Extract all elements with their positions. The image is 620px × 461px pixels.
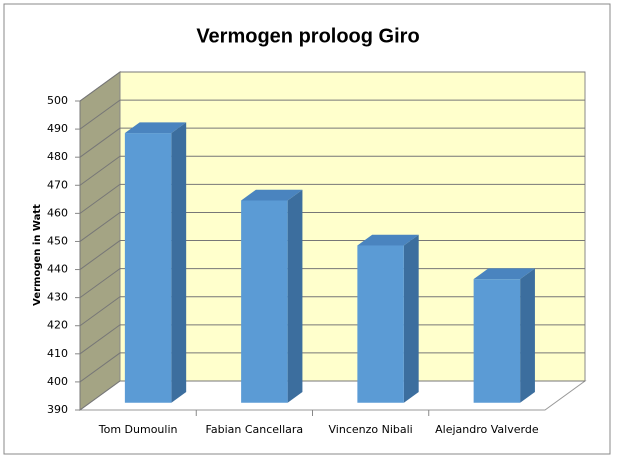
- y-tick-label: 450: [47, 234, 68, 247]
- grid-line: [79, 352, 585, 383]
- bar: [473, 279, 521, 403]
- y-tick-label: 440: [47, 263, 68, 276]
- bar: [241, 200, 288, 403]
- bar-side: [287, 189, 303, 403]
- bar: [357, 245, 404, 403]
- x-tick-label: Vincenzo Nibali: [329, 423, 413, 436]
- bar-side: [403, 234, 419, 403]
- side-wall: [79, 71, 121, 411]
- y-tick-label: 430: [47, 291, 68, 304]
- bar-side: [171, 122, 187, 403]
- grid-line: [79, 71, 585, 102]
- grid-line: [79, 240, 585, 270]
- y-tick-label: 470: [47, 178, 68, 191]
- bar-side: [520, 268, 535, 403]
- x-tick-label: Fabian Cancellara: [206, 423, 304, 436]
- grid-line: [79, 155, 585, 186]
- chart-title: Vermogen proloog Giro: [196, 25, 419, 47]
- x-tick-label: Alejandro Valverde: [435, 423, 539, 436]
- y-tick-label: 500: [47, 94, 68, 107]
- bar-top: [473, 268, 535, 280]
- y-tick-label: 420: [47, 319, 68, 332]
- y-axis-title: Vermogen in Watt: [32, 204, 43, 306]
- y-tick-label: 400: [47, 375, 68, 388]
- grid-line: [79, 127, 585, 158]
- grid-line: [79, 380, 585, 411]
- y-tick-label: 390: [47, 403, 68, 416]
- y-tick-label: 480: [47, 150, 68, 163]
- grid-line: [79, 268, 585, 299]
- y-tick-label: 460: [47, 206, 68, 219]
- grid-line: [79, 183, 585, 214]
- bar-top: [124, 122, 187, 134]
- bar: [124, 133, 172, 403]
- y-tick-label: 490: [47, 122, 68, 135]
- grid-line: [79, 99, 585, 130]
- grid-line: [79, 324, 585, 355]
- grid-line: [79, 296, 585, 327]
- x-tick-label: Tom Dumoulin: [98, 423, 178, 436]
- bar-top: [241, 189, 303, 201]
- y-tick-label: 410: [47, 347, 68, 360]
- grid-line: [79, 211, 585, 242]
- bar-top: [357, 234, 419, 246]
